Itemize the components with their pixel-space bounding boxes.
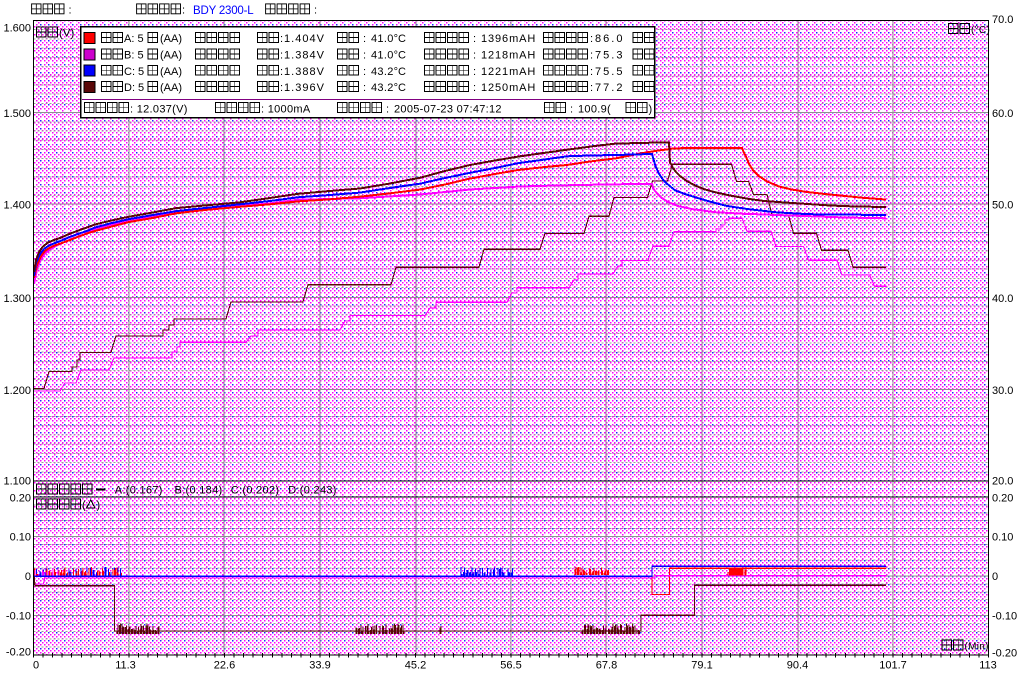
svg-text::: : — [314, 5, 317, 17]
svg-text:°C: °C — [394, 66, 406, 78]
svg-text:1221mAH: 1221mAH — [481, 66, 536, 78]
svg-text:45.2: 45.2 — [405, 660, 426, 672]
svg-text:(Min): (Min) — [965, 642, 989, 653]
svg-text:C:(0.202): C:(0.202) — [231, 485, 280, 497]
svg-text:33.9: 33.9 — [309, 660, 330, 672]
svg-text:B:(0.184): B:(0.184) — [175, 485, 223, 497]
svg-text:11.3: 11.3 — [115, 660, 136, 672]
svg-text::77.2: :77.2 — [590, 82, 624, 94]
svg-text::: : — [473, 50, 476, 62]
svg-text:A:(0.167): A:(0.167) — [115, 485, 163, 497]
svg-text:(V): (V) — [59, 28, 75, 40]
svg-text:D: 5: D: 5 — [124, 82, 144, 94]
svg-text::: : — [69, 5, 72, 17]
svg-text:41.0: 41.0 — [371, 50, 394, 62]
svg-text:D:(0.243): D:(0.243) — [288, 485, 337, 497]
svg-text::1.384V: :1.384V — [280, 50, 325, 62]
svg-text:113: 113 — [979, 660, 997, 672]
svg-text:100.9(: 100.9( — [578, 103, 611, 115]
svg-text::: : — [363, 50, 366, 62]
svg-text:60.0: 60.0 — [992, 108, 1013, 120]
svg-text::: : — [473, 66, 476, 78]
svg-text::75.3: :75.3 — [590, 50, 624, 62]
svg-text:79.1: 79.1 — [691, 660, 712, 672]
svg-text:101.7: 101.7 — [879, 660, 907, 672]
svg-text:30.0: 30.0 — [992, 385, 1013, 397]
svg-text::86.0: :86.0 — [590, 33, 624, 45]
svg-text:1.500: 1.500 — [3, 108, 31, 120]
svg-text:0: 0 — [992, 571, 998, 583]
svg-text:0: 0 — [33, 660, 39, 672]
svg-text:67.8: 67.8 — [596, 660, 617, 672]
svg-text:0.10: 0.10 — [992, 532, 1013, 544]
svg-text:°C: °C — [394, 33, 406, 45]
svg-text:43.2: 43.2 — [371, 82, 394, 94]
svg-text:(AA): (AA) — [160, 66, 182, 78]
svg-text:-0.20: -0.20 — [6, 647, 31, 659]
svg-text::: : — [363, 66, 366, 78]
svg-text:): ) — [649, 103, 653, 115]
svg-text:°C: °C — [394, 50, 406, 62]
svg-text::75.5: :75.5 — [590, 66, 624, 78]
svg-text:50.0: 50.0 — [992, 200, 1013, 212]
svg-text:1218mAH: 1218mAH — [481, 50, 536, 62]
svg-text:2005-07-23 07:47:12: 2005-07-23 07:47:12 — [394, 103, 502, 115]
svg-text:0.10: 0.10 — [10, 532, 31, 544]
svg-text:: 1000mA: : 1000mA — [261, 103, 311, 115]
svg-text:1.600: 1.600 — [3, 23, 31, 35]
svg-text:1.400: 1.400 — [3, 200, 31, 212]
svg-text:(°C): (°C) — [971, 25, 990, 36]
svg-text::: : — [182, 5, 185, 17]
svg-text:B: 5: B: 5 — [124, 50, 144, 62]
svg-text:): ) — [97, 500, 101, 512]
svg-text:56.5: 56.5 — [500, 660, 521, 672]
svg-text::: : — [473, 33, 476, 45]
svg-text:0.20: 0.20 — [10, 493, 31, 505]
svg-text:1.100: 1.100 — [3, 476, 31, 488]
svg-text:0: 0 — [25, 571, 31, 583]
svg-text::: : — [363, 82, 366, 94]
svg-text::: : — [473, 82, 476, 94]
svg-text:(AA): (AA) — [160, 33, 182, 45]
svg-text:-0.10: -0.10 — [992, 611, 1017, 623]
svg-text:-0.10: -0.10 — [6, 611, 31, 623]
svg-text:43.2: 43.2 — [371, 66, 394, 78]
svg-text::1.404V: :1.404V — [280, 33, 325, 45]
svg-text:70.0: 70.0 — [992, 14, 1013, 26]
svg-text::: : — [386, 103, 389, 115]
svg-text:22.6: 22.6 — [214, 660, 235, 672]
svg-text:-0.20: -0.20 — [992, 648, 1017, 660]
svg-text::1.396V: :1.396V — [280, 82, 325, 94]
svg-text:: 12.037(V): : 12.037(V) — [130, 103, 188, 115]
svg-text:20.0: 20.0 — [992, 476, 1013, 488]
svg-text:90.4: 90.4 — [787, 660, 808, 672]
svg-text:41.0: 41.0 — [371, 33, 394, 45]
svg-text:40.0: 40.0 — [992, 293, 1013, 305]
svg-text::: : — [363, 33, 366, 45]
svg-text:0.20: 0.20 — [992, 493, 1013, 505]
svg-text:(: ( — [82, 500, 86, 512]
svg-text:1250mAH: 1250mAH — [481, 82, 536, 94]
svg-text:C: 5: C: 5 — [124, 66, 144, 78]
svg-text:1.300: 1.300 — [3, 293, 31, 305]
svg-text::1.388V: :1.388V — [280, 66, 325, 78]
svg-text::: : — [570, 103, 573, 115]
svg-text:A: 5: A: 5 — [124, 33, 144, 45]
svg-text:°C: °C — [394, 82, 406, 94]
svg-text:(AA): (AA) — [160, 82, 182, 94]
svg-text:BDY 2300-L: BDY 2300-L — [193, 5, 254, 17]
svg-text:1.200: 1.200 — [3, 385, 31, 397]
svg-text:1396mAH: 1396mAH — [481, 33, 536, 45]
svg-text:(AA): (AA) — [160, 50, 182, 62]
